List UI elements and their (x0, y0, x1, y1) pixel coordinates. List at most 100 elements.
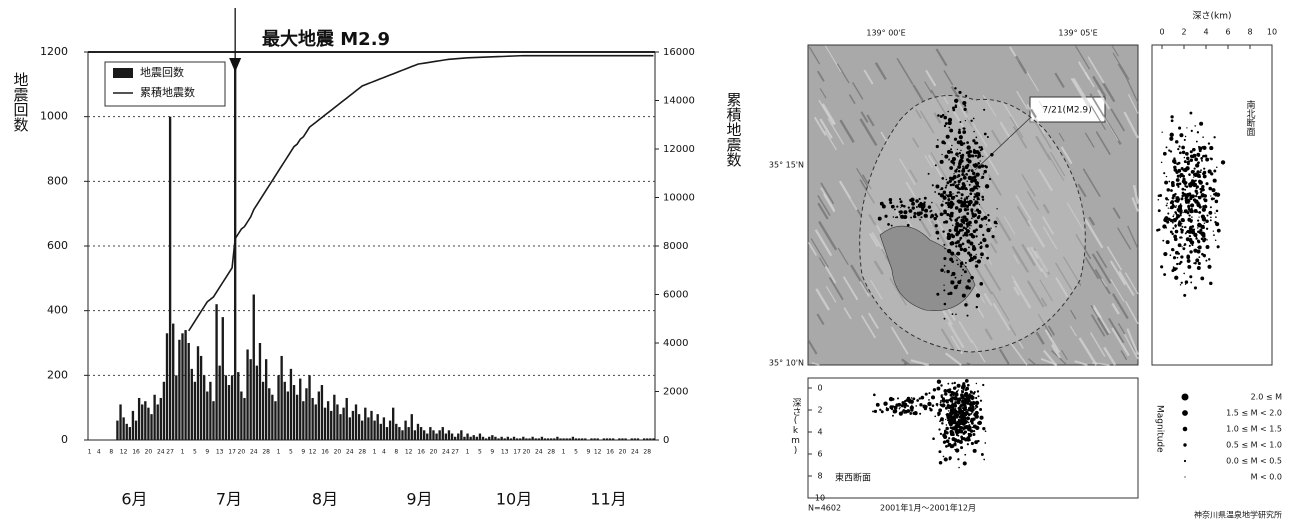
bar (243, 398, 245, 440)
hypocenter-dot (886, 408, 889, 411)
hypocenter-dot (955, 403, 957, 405)
hypocenter-dot (946, 179, 947, 180)
hypocenter-dot (1210, 217, 1212, 219)
hypocenter-dot (959, 135, 963, 139)
bar (479, 434, 481, 440)
hypocenter-dot (959, 159, 963, 163)
hypocenter-dot (912, 397, 915, 400)
magnitude-symbol (1184, 460, 1186, 462)
hypocenter-dot (976, 383, 977, 384)
x-tick-label: 20 (619, 449, 627, 456)
hypocenter-dot (1189, 239, 1192, 242)
hypocenter-dot (1196, 203, 1199, 206)
x-tick-label: 9 (586, 449, 590, 456)
hypocenter-dot (936, 387, 940, 391)
hypocenter-dot (940, 384, 942, 386)
hypocenter-dot (874, 410, 877, 413)
month-label: 9月 (406, 490, 432, 509)
hypocenter-dot (967, 208, 969, 210)
bar (256, 366, 258, 440)
hypocenter-dot (1175, 196, 1177, 198)
hypocenter-dot (1216, 210, 1219, 213)
hypocenter-dot (961, 390, 962, 391)
hypocenter-dot (1166, 146, 1168, 148)
hypocenter-dot (1193, 170, 1195, 172)
hypocenter-dot (961, 216, 963, 218)
bar (494, 437, 496, 440)
hypocenter-dot (1187, 259, 1191, 263)
ns-section-frame (1152, 45, 1272, 365)
hypocenter-dot (953, 173, 954, 174)
hypocenter-dot (932, 404, 935, 407)
hypocenter-dot (1215, 239, 1217, 241)
hypocenter-dot (1214, 221, 1216, 223)
hypocenter-dot (1181, 229, 1184, 232)
hypocenter-dot (929, 408, 932, 411)
hypocenter-dot (1195, 163, 1199, 167)
hypocenter-dot (960, 246, 961, 247)
hypocenter-dot (957, 458, 959, 460)
bar (420, 427, 422, 440)
bar (383, 417, 385, 440)
hypocenter-dot (949, 177, 952, 180)
hypocenter-dot (1205, 219, 1209, 223)
hypocenter-dot (1195, 235, 1197, 237)
hypocenter-dot (1199, 229, 1202, 232)
bar (414, 430, 416, 440)
bar (432, 430, 434, 440)
hypocenter-dot (977, 185, 979, 187)
hypocenter-dot (1183, 245, 1184, 246)
hypocenter-dot (946, 439, 950, 443)
hypocenter-dot (984, 133, 987, 136)
bar (262, 382, 264, 440)
bar (150, 414, 152, 440)
bar (386, 427, 388, 440)
hypocenter-dot (931, 395, 935, 399)
hypocenter-dot (940, 400, 942, 402)
hypocenter-dot (968, 159, 972, 163)
hypocenter-dot (1189, 174, 1191, 176)
hypocenter-dot (894, 209, 896, 211)
hypocenter-dot (1181, 146, 1185, 150)
hypocenter-dot (974, 220, 978, 224)
hypocenter-dot (916, 206, 918, 208)
lon-label: 139° 00'E (866, 29, 905, 38)
hypocenter-dot (975, 155, 977, 157)
hypocenter-dot (937, 114, 940, 117)
hypocenter-dot (966, 180, 968, 182)
bar (299, 379, 301, 440)
x-tick-label: 12 (594, 449, 602, 456)
hypocenter-dot (943, 257, 946, 260)
bar (473, 435, 475, 440)
hypocenter-dot (958, 180, 961, 183)
x-tick-label: 16 (606, 449, 614, 456)
hypocenter-dot (898, 405, 899, 406)
hypocenter-dot (942, 114, 945, 117)
hypocenter-dot (960, 265, 963, 268)
hypocenter-dot (1210, 219, 1212, 221)
hypocenter-dot (959, 420, 962, 423)
hypocenter-dot (1163, 152, 1167, 156)
hypocenter-dot (937, 139, 939, 141)
hypocenter-dot (886, 407, 887, 408)
hypocenter-dot (1159, 194, 1162, 197)
bar (603, 438, 605, 440)
hypocenter-dot (941, 177, 944, 180)
hypocenter-dot (876, 403, 880, 407)
hypocenter-dot (1173, 235, 1177, 239)
hypocenter-dot (973, 178, 977, 182)
ew-depth-tick: 8 (817, 472, 822, 481)
bar (290, 369, 292, 440)
hypocenter-dot (1205, 260, 1207, 262)
hypocenter-dot (987, 214, 989, 216)
x-tick-label: 28 (547, 449, 555, 456)
hypocenter-dot (919, 211, 922, 214)
hypocenter-dot (983, 173, 985, 175)
hypocenter-dot (968, 246, 970, 248)
bar (318, 392, 320, 441)
callout: 7/21(M2.9) (1042, 106, 1091, 116)
hypocenter-dot (954, 382, 956, 384)
hypocenter-dot (1189, 194, 1192, 197)
hypocenter-dot (936, 293, 939, 296)
hypocenter-dot (957, 280, 961, 284)
